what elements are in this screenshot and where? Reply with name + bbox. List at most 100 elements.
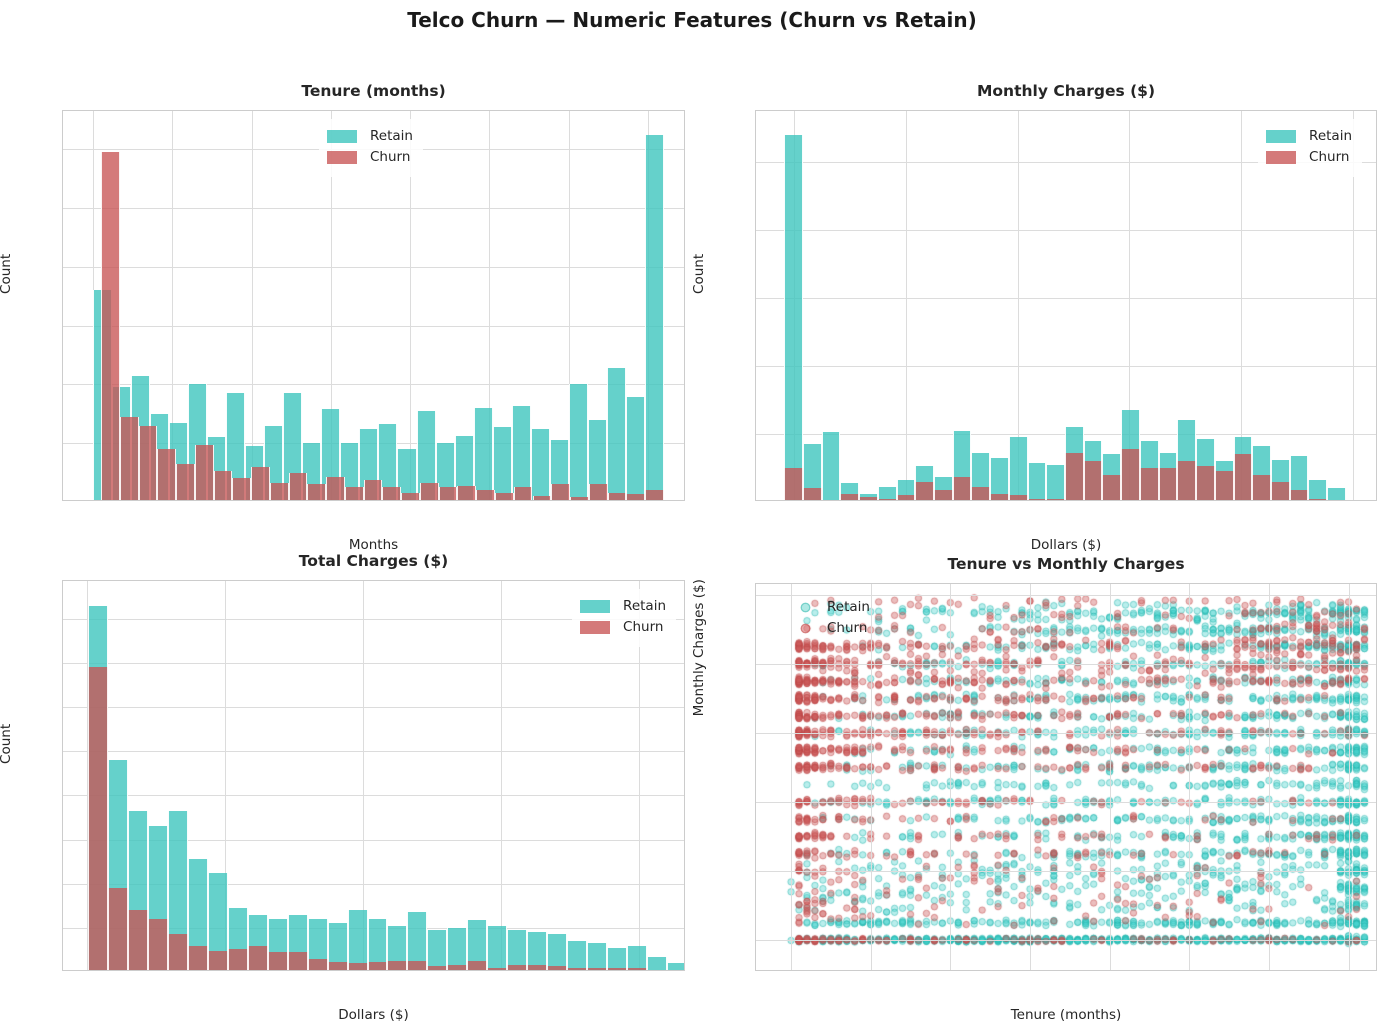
hist-bar-churn (1083, 461, 1103, 500)
gridline-h (63, 663, 684, 665)
hist-bar-churn (344, 487, 364, 500)
subplot-title: Tenure (months) (301, 82, 446, 100)
hist-bar-retain (821, 432, 841, 500)
hist-bar-churn (896, 495, 916, 500)
hist-bar-churn (326, 476, 345, 500)
hist-bar-churn (588, 484, 608, 500)
scatter-points-canvas (756, 584, 1376, 970)
gridline-v (1268, 584, 1270, 970)
churn-swatch-icon (1266, 150, 1297, 164)
hist-bar-churn (606, 968, 627, 970)
hist-bar-retain (1289, 456, 1309, 500)
hist-bar-churn (188, 945, 209, 970)
hist-bar-retain (527, 932, 547, 970)
retain-swatch-icon (1266, 130, 1297, 144)
gridline-v (1129, 111, 1131, 500)
hist-bar-churn (347, 963, 368, 970)
gridline-v (1241, 111, 1243, 500)
gridline-v (870, 584, 872, 970)
y-axis-label: Count (691, 253, 707, 294)
hist-bar-churn (1233, 454, 1253, 500)
churn-swatch-icon (580, 620, 611, 634)
gridline-h (63, 795, 684, 797)
gridline-v (225, 581, 227, 970)
figure-title: Telco Churn — Numeric Features (Churn vs… (407, 8, 977, 32)
subplot-title: Total Charges ($) (298, 552, 449, 570)
hist-bar-retain (507, 930, 528, 970)
gridline-v (1348, 584, 1350, 970)
plot-area-tenure: 0100200300400500600010203040506070 Retai… (62, 110, 685, 501)
hist-bar-churn (363, 479, 383, 500)
subplot-tenure-vs-monthly: 20406080100120010203040506070 Retain Chu… (691, 555, 1377, 1022)
legend-label-churn: Churn (623, 618, 664, 635)
hist-bar-churn (1214, 471, 1234, 500)
x-axis-label: Tenure (months) (1010, 1007, 1122, 1022)
gridline-h (756, 870, 1376, 872)
gridline-v (1029, 584, 1031, 970)
hist-bar-churn (532, 496, 552, 500)
hist-bar-churn (1177, 461, 1197, 500)
hist-bar-churn (1270, 481, 1290, 500)
hist-bar-churn (457, 485, 477, 500)
hist-bar-churn (401, 493, 420, 500)
gridline-h (756, 230, 1376, 231)
hist-bar-retain (646, 956, 667, 970)
gridline-h (756, 595, 1376, 597)
y-axis-label: Monthly Charges ($) (691, 579, 707, 717)
hist-bar-churn (288, 472, 308, 500)
hist-bar-churn (476, 490, 495, 500)
gridline-h (63, 384, 684, 386)
gridline-v (1352, 111, 1354, 500)
legend-item-churn: Churn (798, 621, 870, 636)
hist-bar-churn (101, 152, 120, 500)
gridline-h (756, 801, 1376, 803)
hist-bar-retain (1308, 479, 1328, 500)
hist-bar-churn (626, 494, 646, 500)
hist-bar-retain (606, 947, 627, 970)
hist-bar-churn (382, 487, 402, 500)
gridline-v (330, 111, 332, 500)
hist-bar-retain (530, 428, 550, 500)
hist-bar-churn (227, 949, 248, 970)
hist-bar-retain (347, 910, 368, 970)
hist-bar-retain (367, 919, 388, 970)
hist-bar-churn (1139, 468, 1159, 500)
gridline-v (489, 111, 491, 500)
hist-bar-churn (645, 490, 664, 500)
hist-bar-retain (208, 872, 228, 970)
hist-bar-churn (128, 910, 149, 970)
hist-bar-retain (435, 443, 455, 500)
hist-bar-churn (108, 888, 129, 970)
hist-bar-retain (397, 449, 417, 500)
hist-bar-churn (419, 482, 439, 500)
gridline-v (363, 581, 365, 970)
churn-swatch-icon (327, 150, 357, 164)
subplot-monthly-hist: 0200400600800100020406080100120 Retain C… (691, 82, 1377, 553)
legend-item-churn: Churn (1266, 150, 1352, 165)
hist-bar-retain (1327, 488, 1346, 500)
legend-label-churn: Churn (370, 148, 411, 165)
hist-bar-churn (157, 449, 177, 500)
hist-bar-churn (1252, 474, 1271, 500)
hist-bar-retain (990, 457, 1009, 500)
hist-bar-retain (896, 479, 916, 500)
hist-bar-churn (566, 968, 587, 970)
hist-bar-retain (378, 423, 398, 500)
gridline-v (251, 111, 253, 500)
legend-item-retain: Retain (1266, 129, 1352, 144)
hist-bar-churn (1046, 499, 1066, 500)
hist-bar-churn (1196, 466, 1215, 500)
hist-bar-retain (307, 919, 328, 970)
hist-bar-churn (507, 965, 528, 970)
hist-bar-retain (340, 443, 360, 500)
hist-bar-retain (587, 419, 607, 500)
hist-bar-retain (784, 134, 803, 500)
gridline-h (756, 732, 1376, 734)
hist-bar-churn (148, 919, 169, 970)
gridline-v (950, 584, 952, 970)
legend-monthly: Retain Churn (1258, 119, 1362, 177)
gridline-v (1109, 584, 1111, 970)
hist-bar-churn (232, 478, 252, 500)
plot-area-scatter: 20406080100120010203040506070 Retain Chu… (755, 583, 1377, 971)
hist-bar-churn (194, 444, 214, 500)
